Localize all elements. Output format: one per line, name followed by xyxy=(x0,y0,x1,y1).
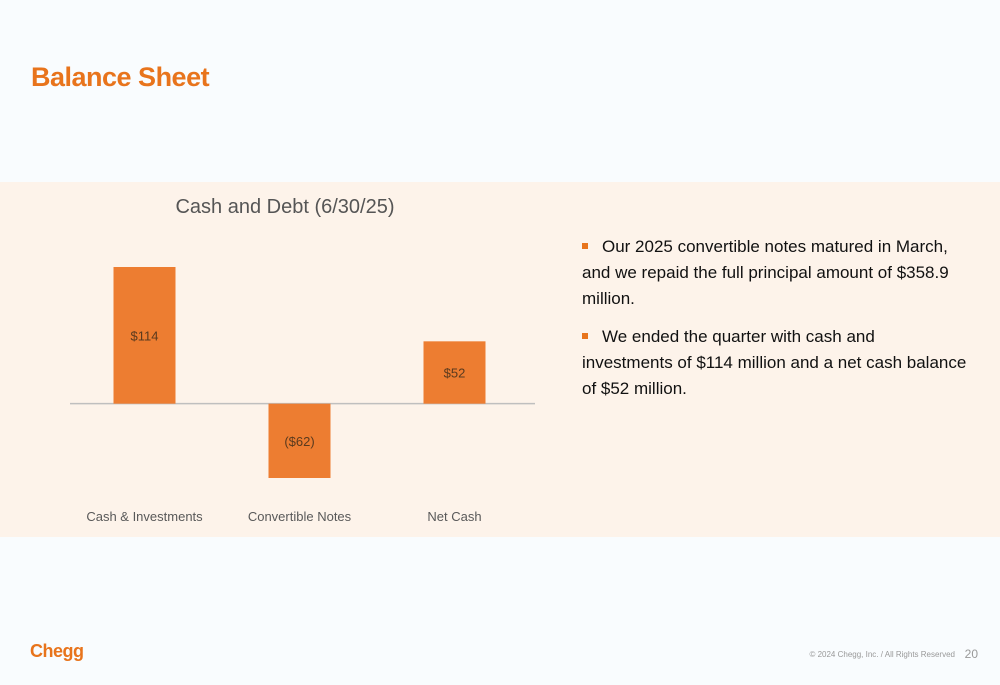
bar xyxy=(423,341,486,404)
chegg-logo: Chegg xyxy=(30,641,84,661)
data-label: $52 xyxy=(444,366,466,381)
chart-title: Cash and Debt (6/30/25) xyxy=(175,196,395,218)
data-label: $114 xyxy=(131,328,159,343)
square-bullet-icon xyxy=(582,333,588,340)
bullet-item: Our 2025 convertible notes matured in Ma… xyxy=(582,234,967,312)
bar xyxy=(268,403,331,478)
copyright-text: © 2024 Chegg, Inc. / All Rights Reserved xyxy=(809,650,955,659)
bar xyxy=(113,267,176,404)
bullet-text: Our 2025 convertible notes matured in Ma… xyxy=(582,237,949,308)
bullet-item: We ended the quarter with cash and inves… xyxy=(582,324,967,402)
square-bullet-icon xyxy=(582,243,588,250)
cash-debt-chart: $114 Cash & Investments ($62) Convertible N… xyxy=(70,267,535,524)
x-tick-label: Convertible Notes xyxy=(248,509,352,524)
x-tick-label: Cash & Investments xyxy=(86,509,203,524)
bullet-list: Our 2025 convertible notes matured in Ma… xyxy=(582,234,967,414)
slide-title: Balance Sheet xyxy=(31,62,210,92)
data-label: ($62) xyxy=(284,434,314,449)
x-tick-label: Net Cash xyxy=(427,509,481,524)
page-number: 20 xyxy=(964,647,978,661)
bullet-text: We ended the quarter with cash and inves… xyxy=(582,327,967,398)
